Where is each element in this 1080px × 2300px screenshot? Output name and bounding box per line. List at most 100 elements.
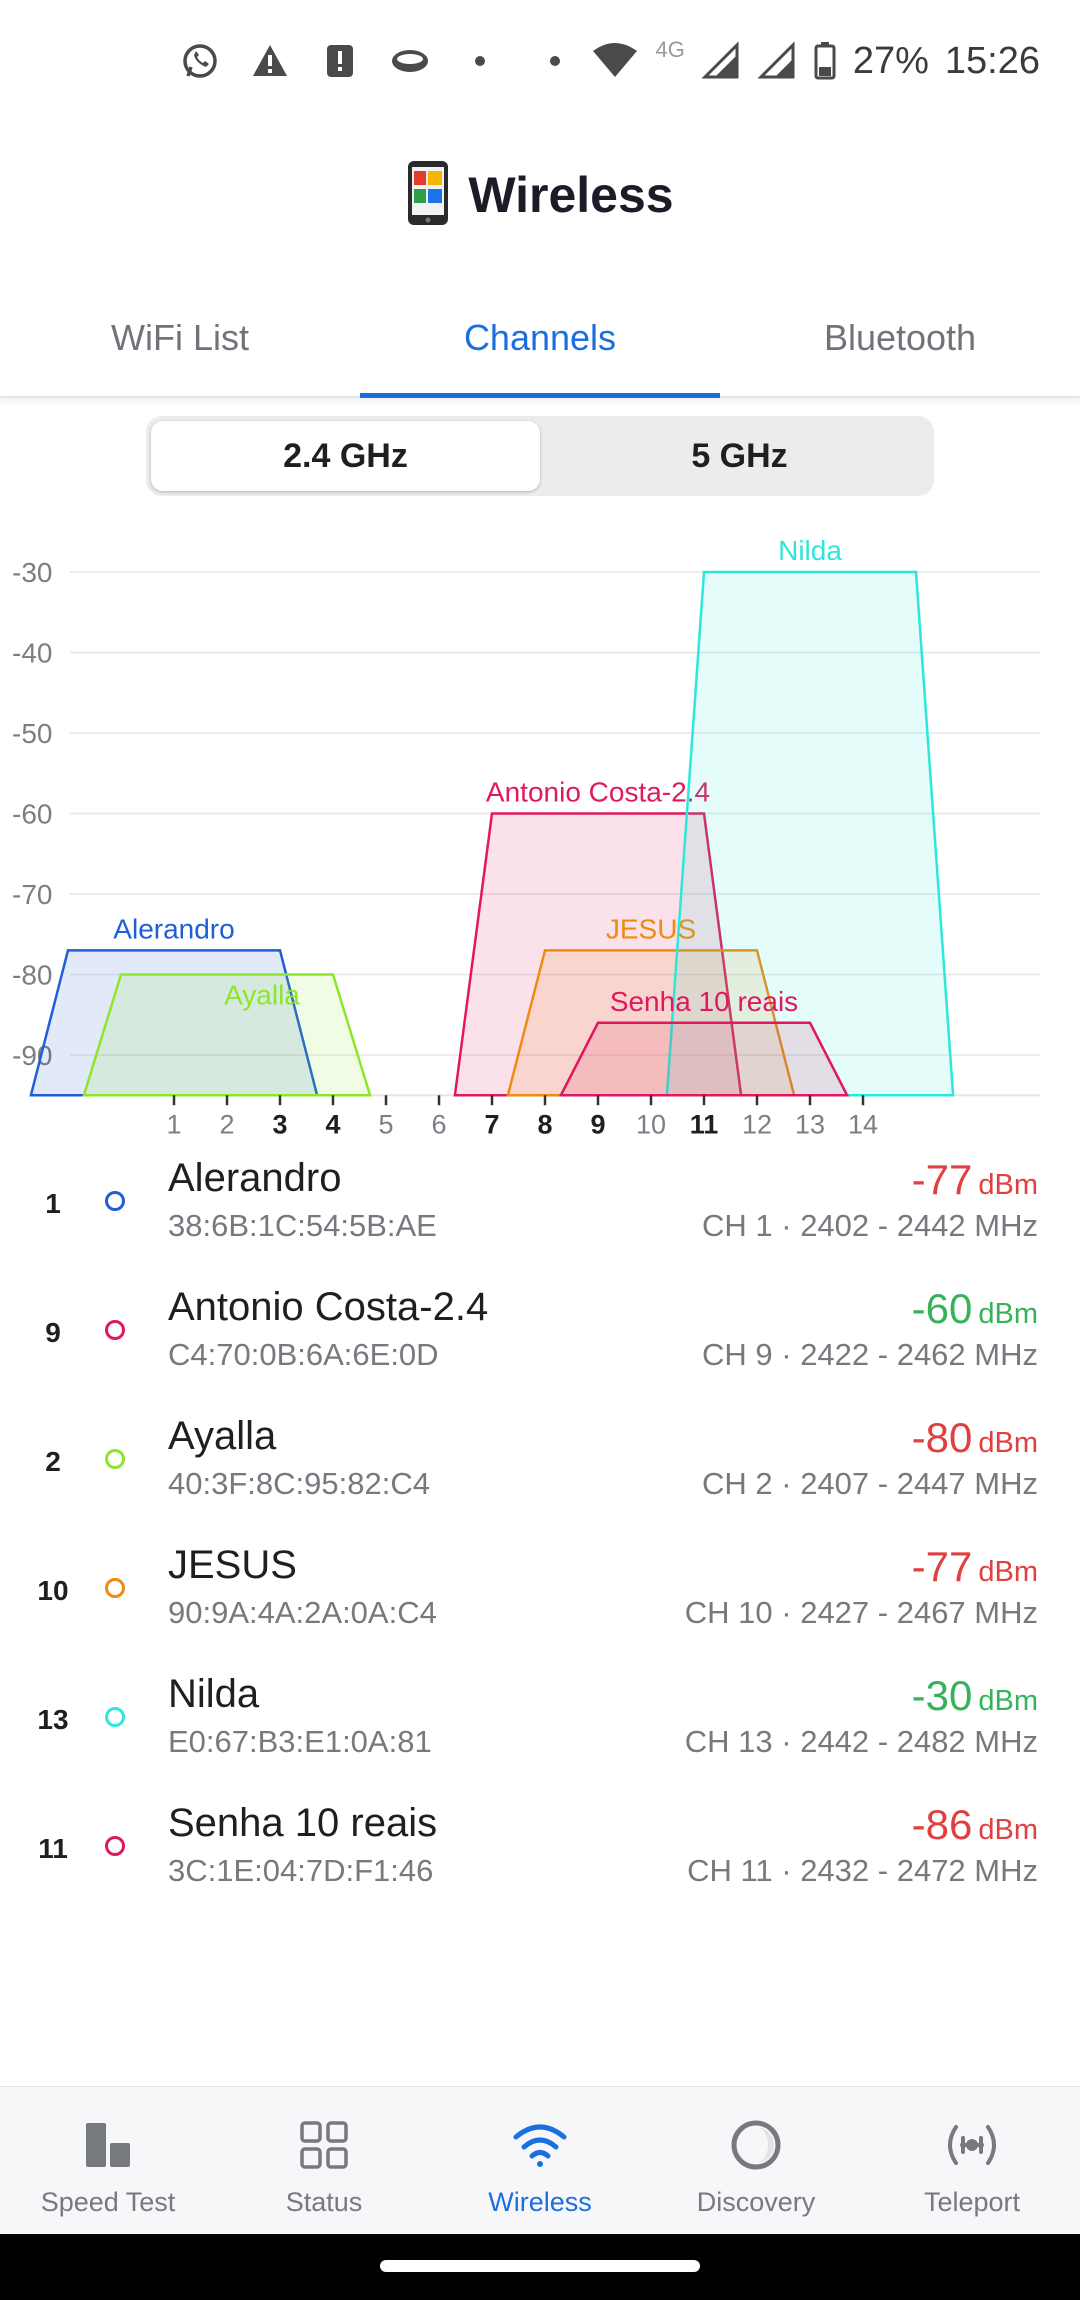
grid-icon	[294, 2115, 354, 2175]
signal-value: -60	[911, 1285, 973, 1332]
top-tabs: WiFi List Channels Bluetooth	[0, 280, 1080, 398]
status-bar: 4G 27% 15:26	[0, 0, 1080, 120]
cell-signal-icon	[701, 41, 741, 81]
network-frequency: CH 10 · 2427 - 2467 MHz	[684, 1595, 1038, 1630]
mask-icon	[390, 41, 430, 81]
channel-number: 9	[45, 1317, 61, 1348]
wifi-icon	[510, 2115, 570, 2175]
dot-icon	[535, 41, 575, 81]
network-curve-label: Antonio Costa-2.4	[486, 777, 710, 808]
alert-icon	[320, 41, 360, 81]
network-row[interactable]: 11 Senha 10 reais 3C:1E:04:7D:F1:46 -86 d…	[0, 1795, 1080, 1924]
nav-status[interactable]: Status	[216, 2087, 432, 2235]
bottom-navigation: Speed Test Status Wireless Discovery Tel…	[0, 2086, 1080, 2235]
home-gesture-handle[interactable]	[380, 2260, 700, 2272]
nav-label: Discovery	[696, 2187, 816, 2217]
nav-label: Teleport	[923, 2187, 1021, 2217]
system-navigation-bar	[0, 2234, 1080, 2300]
dot-icon	[460, 41, 500, 81]
x-tick-label: 13	[795, 1109, 825, 1139]
nav-wireless[interactable]: Wireless	[432, 2087, 648, 2235]
cell-signal-icon	[757, 41, 797, 81]
channel-number: 10	[37, 1575, 69, 1606]
network-row[interactable]: 2 Ayalla 40:3F:8C:95:82:C4 -80 dBm CH 2 ·…	[0, 1408, 1080, 1537]
network-frequency: CH 2 · 2407 - 2447 MHz	[702, 1466, 1038, 1501]
discovery-icon	[726, 2115, 786, 2175]
network-ssid: Nilda	[168, 1672, 260, 1716]
nav-label: Speed Test	[40, 2187, 176, 2217]
network-row[interactable]: 1 Alerandro 38:6B:1C:54:5B:AE -77 dBm CH …	[0, 1150, 1080, 1279]
nav-teleport[interactable]: Teleport	[864, 2087, 1080, 2235]
x-tick-label: 1	[166, 1109, 181, 1139]
x-tick-label: 5	[378, 1109, 393, 1139]
signal-value: -86	[911, 1801, 973, 1848]
y-tick-label: -30	[12, 557, 52, 588]
clock: 15:26	[944, 39, 1040, 82]
page-title: Wireless	[468, 167, 674, 223]
speed-test-icon	[78, 2115, 138, 2175]
network-signal: -86 dBm	[912, 1801, 1038, 1849]
network-signal: -80 dBm	[912, 1414, 1038, 1462]
signal-unit: dBm	[978, 1169, 1038, 1201]
x-tick-label: 9	[590, 1109, 605, 1139]
network-frequency: CH 11 · 2432 - 2472 MHz	[687, 1853, 1038, 1888]
network-color-dot	[105, 1836, 125, 1856]
battery-percent: 27%	[852, 39, 929, 82]
network-mac: 38:6B:1C:54:5B:AE	[168, 1208, 437, 1243]
network-curve-label: JESUS	[606, 913, 696, 944]
network-mac: C4:70:0B:6A:6E:0D	[168, 1337, 439, 1372]
tab-bluetooth[interactable]: Bluetooth	[823, 317, 977, 358]
network-row[interactable]: 13 Nilda E0:67:B3:E1:0A:81 -30 dBm CH 13 …	[0, 1666, 1080, 1795]
signal-unit: dBm	[978, 1298, 1038, 1330]
phone-icon	[406, 159, 450, 232]
network-curve-label: Senha 10 reais	[610, 986, 798, 1017]
warning-icon	[250, 41, 290, 81]
network-type-label: 4G	[655, 37, 685, 62]
network-frequency: CH 1 · 2402 - 2442 MHz	[702, 1208, 1038, 1243]
battery-icon	[813, 41, 837, 81]
network-mac: 40:3F:8C:95:82:C4	[168, 1466, 430, 1501]
network-ssid: Antonio Costa-2.4	[168, 1285, 489, 1329]
wifi-signal-icon	[591, 41, 639, 81]
x-tick-label: 6	[431, 1109, 446, 1139]
network-color-dot	[105, 1320, 125, 1340]
x-tick-label: 7	[484, 1109, 499, 1139]
network-curve	[82, 973, 372, 1097]
network-curve	[558, 1021, 850, 1097]
network-signal: -77 dBm	[912, 1543, 1038, 1591]
x-tick-label: 14	[848, 1109, 878, 1139]
network-color-dot	[105, 1707, 125, 1727]
network-frequency: CH 13 · 2442 - 2482 MHz	[684, 1724, 1038, 1759]
x-tick-label: 8	[537, 1109, 552, 1139]
network-curve-label: Alerandro	[113, 913, 234, 944]
tab-wifi-list[interactable]: WiFi List	[111, 317, 249, 358]
nav-label: Status	[285, 2187, 363, 2217]
tab-channels[interactable]: Channels	[360, 280, 720, 398]
nav-speed-test[interactable]: Speed Test	[0, 2087, 216, 2235]
network-curve-label: Nilda	[778, 535, 842, 566]
band-24ghz-button[interactable]: 2.4 GHz	[151, 421, 540, 491]
network-frequency: CH 9 · 2422 - 2462 MHz	[702, 1337, 1038, 1372]
y-tick-label: -80	[12, 960, 52, 991]
x-tick-label: 3	[272, 1109, 287, 1139]
system-icons: 4G 27% 15:26	[535, 36, 1040, 86]
network-signal: -30 dBm	[912, 1672, 1038, 1720]
y-tick-label: -60	[12, 799, 52, 830]
channel-number: 11	[38, 1833, 68, 1864]
x-tick-label: 4	[325, 1109, 340, 1139]
nav-label: Wireless	[488, 2187, 592, 2217]
network-ssid: Alerandro	[168, 1156, 342, 1200]
y-tick-label: -90	[12, 1040, 52, 1071]
band-5ghz-button[interactable]: 5 GHz	[691, 436, 788, 475]
network-mac: E0:67:B3:E1:0A:81	[168, 1724, 432, 1759]
network-curve-label: Ayalla	[224, 980, 300, 1011]
app-header: Wireless	[0, 150, 1080, 240]
network-row[interactable]: 10 JESUS 90:9A:4A:2A:0A:C4 -77 dBm CH 10 …	[0, 1537, 1080, 1666]
x-tick-label: 2	[219, 1109, 234, 1139]
signal-value: -80	[911, 1414, 973, 1461]
y-tick-label: -40	[12, 638, 52, 669]
network-signal: -77 dBm	[912, 1156, 1038, 1204]
network-row[interactable]: 9 Antonio Costa-2.4 C4:70:0B:6A:6E:0D -6…	[0, 1279, 1080, 1408]
whatsapp-icon	[180, 41, 220, 81]
nav-discovery[interactable]: Discovery	[648, 2087, 864, 2235]
